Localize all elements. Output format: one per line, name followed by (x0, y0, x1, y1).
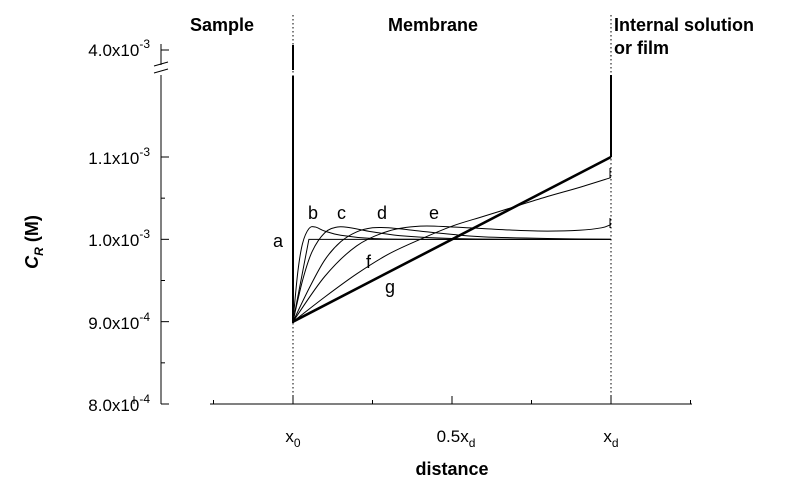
curve-label-g: g (385, 277, 395, 297)
y-ticks (161, 49, 169, 405)
region-internal-solution-label: Internal solution (614, 15, 754, 35)
x-tick-label-xd: xd (603, 427, 618, 450)
curve-f (292, 177, 612, 323)
curve-label-b: b (308, 203, 318, 223)
curve-label-c: c (337, 203, 346, 223)
region-sample-label: Sample (190, 15, 254, 35)
region-or-film-label: or film (614, 38, 669, 58)
x-tick-label-half-xd: 0.5xd (437, 427, 476, 450)
curve-g (292, 155, 612, 323)
y-axis-break-mark (153, 61, 169, 74)
curves (292, 155, 612, 323)
y-tick-label-1.0e-3: 1.0x10-3 (88, 227, 150, 250)
curve-c (292, 226, 612, 322)
curve-e (292, 224, 612, 322)
curve-a (292, 238, 611, 322)
y-tick-label-9.0e-4: 9.0x10-4 (88, 310, 150, 333)
y-tick-label-1.1e-3: 1.1x10-3 (88, 145, 150, 168)
curve-label-d: d (377, 203, 387, 223)
y-tick-label-4e-3: 4.0x10-3 (88, 37, 150, 60)
curve-label-e: e (429, 203, 439, 223)
x-ticks (133, 396, 691, 404)
region-membrane-label: Membrane (388, 15, 478, 35)
curve-label-f: f (366, 252, 372, 272)
curve-b (292, 226, 611, 322)
y-tick-label-8.0e-4: 8.0x10-4 (88, 392, 150, 415)
curve-d (292, 226, 612, 322)
x-tick-label-x0: x0 (285, 427, 301, 450)
y-axis-title: CR (M) (22, 215, 46, 269)
curve-label-a: a (273, 231, 284, 251)
x-axis-title: distance (415, 459, 488, 479)
